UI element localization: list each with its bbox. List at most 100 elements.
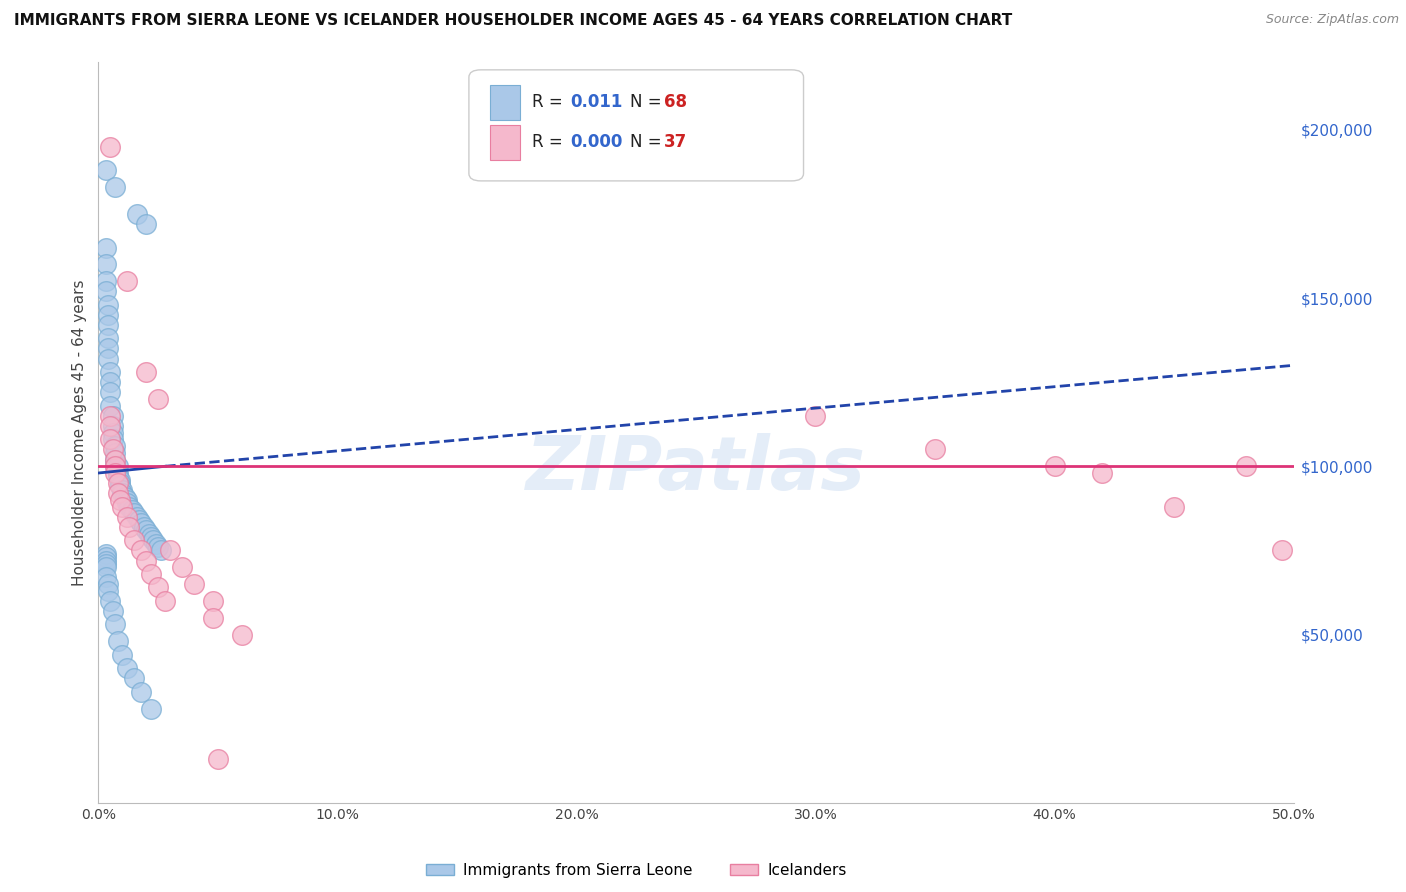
Point xyxy=(107,476,129,491)
Point xyxy=(97,308,120,322)
Point xyxy=(135,523,157,537)
Text: 0.000: 0.000 xyxy=(571,134,623,152)
Point xyxy=(104,439,127,453)
Point xyxy=(98,418,122,433)
Point xyxy=(155,594,177,608)
Point xyxy=(139,701,162,715)
FancyBboxPatch shape xyxy=(470,70,804,181)
Point xyxy=(202,594,225,608)
Y-axis label: Householder Income Ages 45 - 64 years: Householder Income Ages 45 - 64 years xyxy=(72,279,87,586)
Point xyxy=(101,433,124,447)
Point xyxy=(104,452,127,467)
Point xyxy=(98,375,122,389)
Text: Source: ZipAtlas.com: Source: ZipAtlas.com xyxy=(1265,13,1399,27)
Text: ZIPatlas: ZIPatlas xyxy=(526,434,866,506)
Point xyxy=(108,479,131,493)
Point xyxy=(97,331,120,345)
Point xyxy=(183,577,205,591)
Point xyxy=(138,526,160,541)
Point xyxy=(131,685,153,699)
Point xyxy=(125,207,148,221)
Text: R =: R = xyxy=(533,94,568,112)
Point xyxy=(135,217,157,231)
Point xyxy=(115,274,138,288)
Point xyxy=(131,516,153,531)
Point xyxy=(94,550,117,565)
Point xyxy=(101,418,124,433)
Point xyxy=(101,604,124,618)
Point xyxy=(1271,543,1294,558)
Point xyxy=(97,583,120,598)
Point xyxy=(111,500,134,514)
Point xyxy=(924,442,946,457)
Point xyxy=(94,274,117,288)
Point xyxy=(1091,466,1114,480)
Point xyxy=(172,560,194,574)
Point xyxy=(139,530,162,544)
Legend: Immigrants from Sierra Leone, Icelanders: Immigrants from Sierra Leone, Icelanders xyxy=(420,857,852,884)
Point xyxy=(125,509,148,524)
Point xyxy=(94,240,117,255)
Point xyxy=(98,409,122,423)
Point xyxy=(94,560,117,574)
Point xyxy=(124,671,146,685)
Point xyxy=(107,486,129,500)
Point xyxy=(107,466,129,480)
Point xyxy=(97,298,120,312)
Text: 68: 68 xyxy=(664,94,686,112)
Point xyxy=(97,318,120,332)
Point xyxy=(107,634,129,648)
Point xyxy=(804,409,827,423)
Point xyxy=(94,570,117,584)
Point xyxy=(104,180,127,194)
Point xyxy=(118,500,141,514)
Point xyxy=(118,520,141,534)
Point xyxy=(135,365,157,379)
Text: 0.011: 0.011 xyxy=(571,94,623,112)
Point xyxy=(104,459,127,474)
Point xyxy=(115,509,138,524)
Point xyxy=(149,543,172,558)
Point xyxy=(1043,459,1066,474)
Point xyxy=(1234,459,1257,474)
Text: 37: 37 xyxy=(664,134,688,152)
Point xyxy=(98,385,122,400)
Text: N =: N = xyxy=(630,134,666,152)
Point xyxy=(115,496,138,510)
Text: N =: N = xyxy=(630,94,666,112)
Point xyxy=(207,752,229,766)
Point xyxy=(142,533,165,548)
Point xyxy=(101,425,124,440)
Point xyxy=(94,547,117,561)
Point xyxy=(148,540,170,554)
Point xyxy=(1163,500,1185,514)
Point xyxy=(101,409,124,423)
Point xyxy=(148,392,170,406)
Point xyxy=(104,459,127,474)
Point xyxy=(148,581,170,595)
Text: R =: R = xyxy=(533,134,568,152)
Point xyxy=(231,627,253,641)
Point xyxy=(111,648,134,662)
Point xyxy=(104,466,127,480)
Point xyxy=(98,399,122,413)
Point xyxy=(107,469,129,483)
Point xyxy=(104,452,127,467)
Point xyxy=(94,163,117,178)
Point xyxy=(124,507,146,521)
FancyBboxPatch shape xyxy=(491,125,520,161)
Point xyxy=(159,543,181,558)
Point xyxy=(108,473,131,487)
Point xyxy=(108,476,131,491)
Point xyxy=(104,617,127,632)
Point xyxy=(132,520,155,534)
Point xyxy=(128,513,150,527)
Point xyxy=(98,139,122,153)
Point xyxy=(145,536,167,550)
Point xyxy=(98,433,122,447)
Point xyxy=(111,483,134,497)
Point xyxy=(111,486,134,500)
Point xyxy=(98,594,122,608)
Point xyxy=(107,459,129,474)
Point xyxy=(121,503,143,517)
